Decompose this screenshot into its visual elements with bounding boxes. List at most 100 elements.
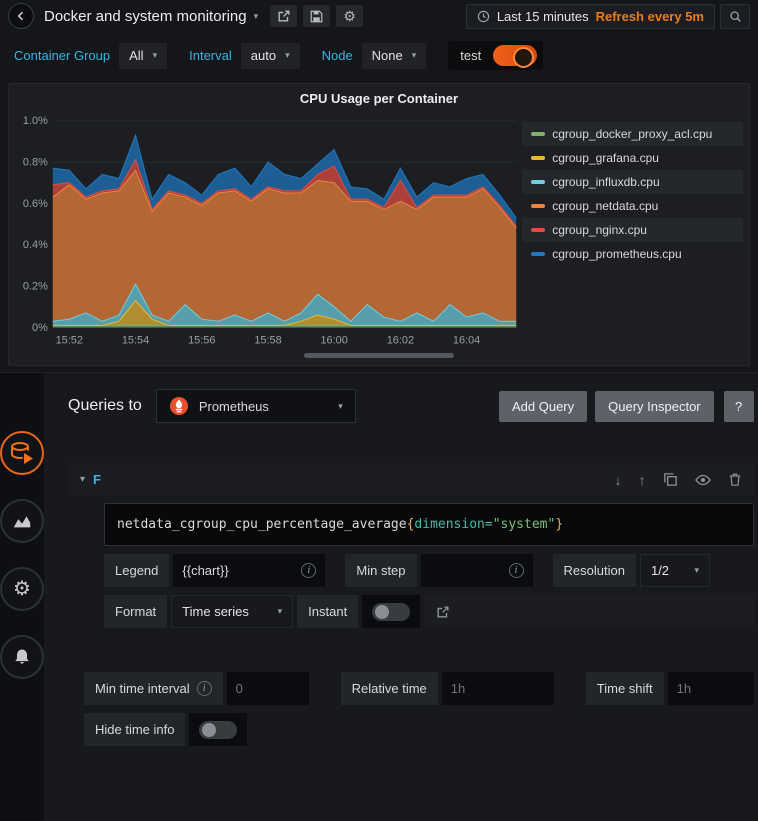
copy-icon	[663, 472, 678, 487]
x-axis-tick-label: 15:58	[254, 334, 281, 346]
datasource-name: Prometheus	[198, 398, 269, 414]
query-inspector-button[interactable]: Query Inspector	[595, 390, 714, 422]
legend-format-input[interactable]	[182, 563, 296, 578]
relative-time-label: Relative time	[340, 672, 438, 705]
node-select[interactable]: None ▾	[361, 42, 427, 69]
eye-icon	[694, 472, 711, 488]
caret-down-icon: ▾	[277, 606, 283, 616]
visualization-tab[interactable]	[0, 499, 44, 543]
legend-item[interactable]: cgroup_netdata.cpu	[522, 194, 743, 218]
move-query-down-button[interactable]: ↓	[615, 472, 622, 488]
navbar: Docker and system monitoring ▾ ⚙ Last 15…	[0, 0, 758, 32]
promql-token: }	[555, 517, 564, 532]
duplicate-query-button[interactable]	[663, 472, 678, 487]
relative-time-field	[441, 672, 554, 705]
series-line	[52, 282, 517, 322]
collapse-caret-icon[interactable]: ▾	[80, 474, 86, 485]
instant-label: Instant	[297, 595, 359, 628]
query-options-row-1: Legend i Min step i Resolution 1/2	[104, 554, 754, 587]
toggle-query-visibility-button[interactable]	[694, 472, 711, 488]
gear-icon: ⚙	[343, 7, 356, 24]
share-dashboard-button[interactable]	[270, 5, 298, 27]
alert-tab[interactable]	[0, 635, 44, 679]
promql-token: netdata_cgroup_cpu_percentage_average	[117, 517, 407, 532]
series-line	[52, 158, 517, 227]
test-switch-label: test	[460, 48, 482, 63]
relative-time-input[interactable]	[450, 681, 545, 696]
magnifier-icon	[729, 10, 742, 23]
legend-series-name: cgroup_docker_proxy_acl.cpu	[552, 127, 713, 141]
query-row-actions: ↓ ↑	[615, 472, 742, 488]
variable-container-group: Container Group All ▾	[14, 42, 168, 69]
caret-down-icon: ▾	[285, 50, 290, 60]
node-value: None	[371, 48, 403, 63]
help-button[interactable]: ?	[723, 390, 754, 422]
min-time-interval-input[interactable]	[235, 681, 300, 696]
test-toggle[interactable]	[493, 45, 538, 68]
chevron-left-icon	[15, 10, 27, 22]
general-tab[interactable]: ⚙	[0, 567, 44, 611]
query-ref-id: F	[93, 472, 101, 487]
caret-down-icon: ▾	[152, 50, 158, 60]
query-options-row-2: Format Time series ▾ Instant	[104, 595, 754, 628]
promql-token: dimension	[414, 517, 485, 532]
hide-time-info-label: Hide time info	[84, 713, 186, 746]
promql-input[interactable]: netdata_cgroup_cpu_percentage_average{di…	[104, 503, 754, 546]
test-switch-group: test	[448, 41, 544, 70]
legend-series-name: cgroup_nginx.cpu	[552, 223, 647, 237]
trash-icon	[728, 472, 742, 487]
x-axis-tick-label: 15:52	[56, 334, 83, 346]
clock-icon	[477, 10, 490, 23]
caret-down-icon: ▾	[338, 400, 343, 411]
y-axis-tick-label: 0.4%	[23, 239, 48, 251]
save-dashboard-button[interactable]	[303, 5, 331, 27]
legend-item[interactable]: cgroup_influxdb.cpu	[522, 170, 743, 194]
dashboard-title[interactable]: Docker and system monitoring ▾	[44, 8, 258, 25]
queries-tab[interactable]	[0, 431, 44, 475]
hide-time-info-toggle[interactable]	[199, 720, 238, 739]
dashboard-settings-button[interactable]: ⚙	[336, 5, 364, 27]
min-step-input[interactable]	[429, 563, 503, 578]
refresh-interval-button[interactable]: Refresh every 5m	[595, 8, 704, 24]
time-range-picker[interactable]: Last 15 minutes Refresh every 5m	[465, 3, 715, 29]
chart-legend: cgroup_docker_proxy_acl.cpu cgroup_grafan…	[522, 122, 743, 350]
datasource-select[interactable]: Prometheus ▾	[155, 389, 356, 423]
interval-select[interactable]: auto ▾	[240, 42, 300, 69]
prometheus-icon	[169, 396, 189, 416]
arrow-up-icon: ↑	[638, 471, 646, 488]
format-select[interactable]: Time series ▾	[171, 595, 294, 628]
query-external-link-button[interactable]	[436, 605, 450, 619]
submenu: Container Group All ▾ Interval auto ▾ No…	[0, 32, 758, 81]
panel-title[interactable]: CPU Usage per Container	[299, 91, 459, 106]
time-search-button[interactable]	[720, 3, 750, 29]
gear-icon: ⚙	[13, 578, 31, 600]
resolution-select[interactable]: 1/2 ▾	[639, 554, 710, 587]
series-area	[52, 325, 517, 328]
horizontal-scrollbar[interactable]	[304, 353, 454, 358]
add-query-button[interactable]: Add Query	[498, 390, 588, 422]
legend-item[interactable]: cgroup_grafana.cpu	[522, 146, 743, 170]
y-axis-tick-label: 0.2%	[23, 281, 48, 293]
min-time-interval-field	[226, 672, 309, 705]
legend-format-field: i	[173, 554, 326, 587]
promql-token: "system"	[492, 517, 556, 532]
time-shift-input[interactable]	[676, 681, 745, 696]
interval-value: auto	[250, 48, 277, 63]
variable-interval: Interval auto ▾	[189, 42, 300, 69]
instant-toggle[interactable]	[372, 602, 411, 621]
info-icon: i	[196, 681, 212, 696]
info-icon: i	[301, 563, 317, 578]
caret-down-icon: ▾	[694, 565, 699, 575]
save-icon	[310, 10, 323, 23]
move-query-up-button[interactable]: ↑	[639, 472, 646, 488]
legend-item[interactable]: cgroup_nginx.cpu	[522, 218, 743, 242]
legend-item[interactable]: cgroup_docker_proxy_acl.cpu	[522, 122, 743, 146]
legend-item[interactable]: cgroup_prometheus.cpu	[522, 242, 743, 266]
container-group-select[interactable]: All ▾	[119, 42, 168, 69]
delete-query-button[interactable]	[728, 472, 742, 487]
series-area	[52, 284, 517, 326]
series-area	[52, 170, 517, 322]
back-button[interactable]	[8, 3, 34, 29]
series-line	[52, 299, 517, 326]
series-line	[52, 169, 517, 229]
